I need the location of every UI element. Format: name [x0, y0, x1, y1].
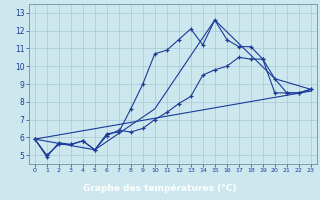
Text: Graphe des températures (°C): Graphe des températures (°C) [83, 184, 237, 193]
